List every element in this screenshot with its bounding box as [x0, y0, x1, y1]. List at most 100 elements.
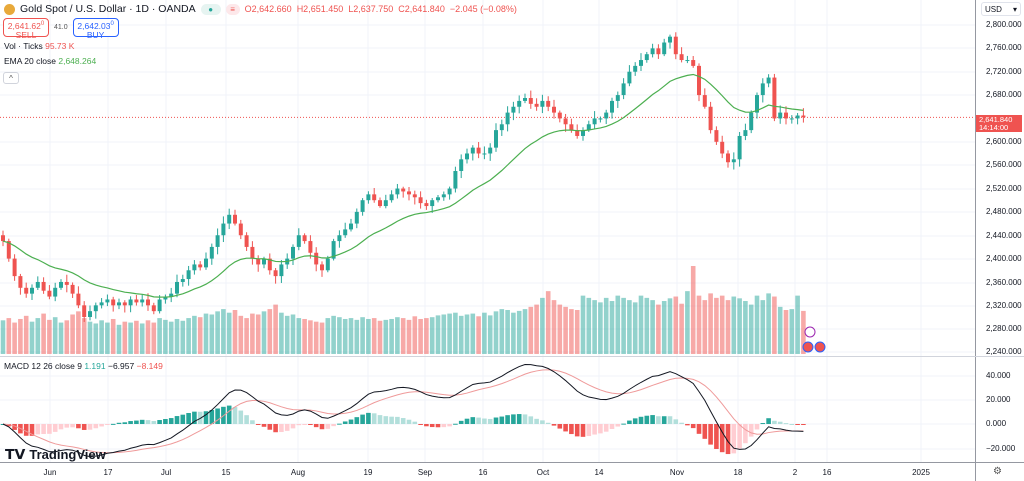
buy-button[interactable]: 2,642.030 BUY	[72, 18, 119, 39]
candle-body	[569, 124, 574, 131]
macd-histogram-bar	[226, 405, 232, 424]
macd-histogram-bar	[163, 419, 168, 424]
volume-bar	[122, 321, 128, 354]
sell-label: SELL	[15, 29, 37, 40]
macd-histogram-bar	[545, 422, 551, 424]
volume-bar	[441, 314, 447, 354]
settings-icon[interactable]: ⚙	[993, 466, 1002, 477]
candle-body	[250, 246, 255, 259]
volume-bar	[632, 302, 638, 354]
time-label: 16	[822, 468, 832, 477]
price-tick: 2,240.000	[986, 347, 1022, 356]
macd-histogram-bar	[516, 414, 522, 424]
macd-histogram-bar	[105, 424, 110, 425]
time-label: Jul	[160, 468, 172, 477]
candle-body	[314, 252, 319, 265]
volume-bar	[598, 302, 603, 354]
candle-body	[151, 305, 156, 312]
volume-bar	[540, 297, 545, 354]
macd-histogram-bar	[134, 420, 139, 424]
candle-body	[598, 118, 603, 120]
tv-logo-icon: 𝗧𝗩	[5, 446, 26, 462]
macd-histogram-bar	[70, 424, 75, 428]
candle-body	[430, 200, 435, 207]
ema-line	[2, 73, 804, 298]
macd-histogram-bar	[371, 413, 377, 424]
candle-body	[256, 258, 261, 265]
candle-body	[30, 287, 34, 294]
volume-bar	[23, 315, 29, 354]
candle-body	[209, 246, 214, 259]
macd-histogram-bar	[360, 414, 365, 424]
macd-histogram-bar	[250, 420, 255, 424]
price-tick: 2,520.000	[986, 184, 1022, 193]
candle-body	[175, 281, 179, 294]
macd-histogram-bar	[685, 424, 690, 426]
volume-bar	[696, 295, 702, 354]
volume-bar	[192, 315, 197, 354]
high-value: H2,651.450	[296, 4, 344, 14]
candle-body	[12, 258, 17, 277]
candle-body	[424, 203, 429, 207]
macd-histogram-bar	[777, 421, 783, 424]
macd-histogram-bar	[795, 424, 800, 425]
volume-bar	[783, 310, 789, 354]
candle-body	[233, 214, 237, 224]
macd-histogram-bar	[93, 424, 99, 429]
event-flash-icon	[804, 326, 816, 338]
volume-bar	[296, 318, 302, 354]
collapse-legend-button[interactable]: ^	[3, 72, 19, 84]
market-open-icon[interactable]: ●	[200, 3, 221, 15]
volume-legend[interactable]: Vol · Ticks 95.73 K	[4, 41, 74, 51]
candle-body	[656, 48, 661, 55]
candle-body	[41, 281, 46, 291]
volume-bar	[139, 323, 145, 354]
candle-body	[488, 147, 493, 154]
candle-body	[198, 264, 203, 268]
macd-histogram-bar	[580, 424, 586, 437]
candle-body	[128, 299, 133, 306]
volume-bar	[789, 309, 795, 354]
macd-histogram-bar	[354, 417, 360, 424]
volume-label: Vol · Ticks	[4, 41, 43, 51]
candle-body	[204, 258, 208, 268]
volume-bar	[627, 300, 632, 354]
candle-body	[105, 299, 110, 303]
macd-histogram-bar	[424, 424, 429, 427]
volume-bar	[302, 318, 307, 354]
volume-bar	[708, 293, 713, 354]
macd-histogram-bar	[331, 424, 336, 427]
volume-bar	[360, 317, 365, 354]
volume-bar	[232, 310, 238, 354]
macd-histogram-bar	[476, 417, 481, 424]
volume-bar	[551, 300, 557, 354]
macd-histogram-bar	[470, 417, 476, 424]
volume-bar	[499, 309, 505, 354]
candle-body	[441, 194, 446, 198]
macd-histogram-bar	[725, 424, 731, 455]
volume-bar	[319, 322, 325, 354]
volume-bar	[395, 317, 400, 354]
macd-histogram-bar	[151, 421, 157, 424]
menu-icon[interactable]: ≡	[225, 3, 240, 15]
volume-bar	[383, 319, 389, 354]
candle-body	[366, 194, 371, 201]
currency-select[interactable]: USD ▾	[981, 2, 1021, 16]
candle-body	[523, 98, 527, 101]
volume-bar	[110, 318, 116, 354]
macd-legend[interactable]: MACD 12 26 close 9 1.191 −6.957 −8.149	[4, 361, 163, 371]
symbol-title[interactable]: Gold Spot / U.S. Dollar · 1D · OANDA	[20, 3, 196, 15]
ema-legend[interactable]: EMA 20 close 2,648.264	[4, 56, 96, 66]
macd-histogram-bar	[342, 421, 348, 424]
volume-bar	[714, 297, 719, 354]
candle-body	[581, 130, 585, 136]
tradingview-logo[interactable]: 𝗧𝗩 TradingView	[5, 446, 106, 463]
macd-line-value: −6.957	[107, 361, 135, 371]
volume-bar	[128, 322, 133, 354]
macd-histogram-bar	[661, 416, 667, 424]
macd-histogram-bar	[754, 424, 760, 430]
candle-body	[18, 276, 23, 288]
sell-button[interactable]: 2,641.620 SELL	[3, 18, 49, 40]
event-flag-icon	[814, 341, 826, 353]
